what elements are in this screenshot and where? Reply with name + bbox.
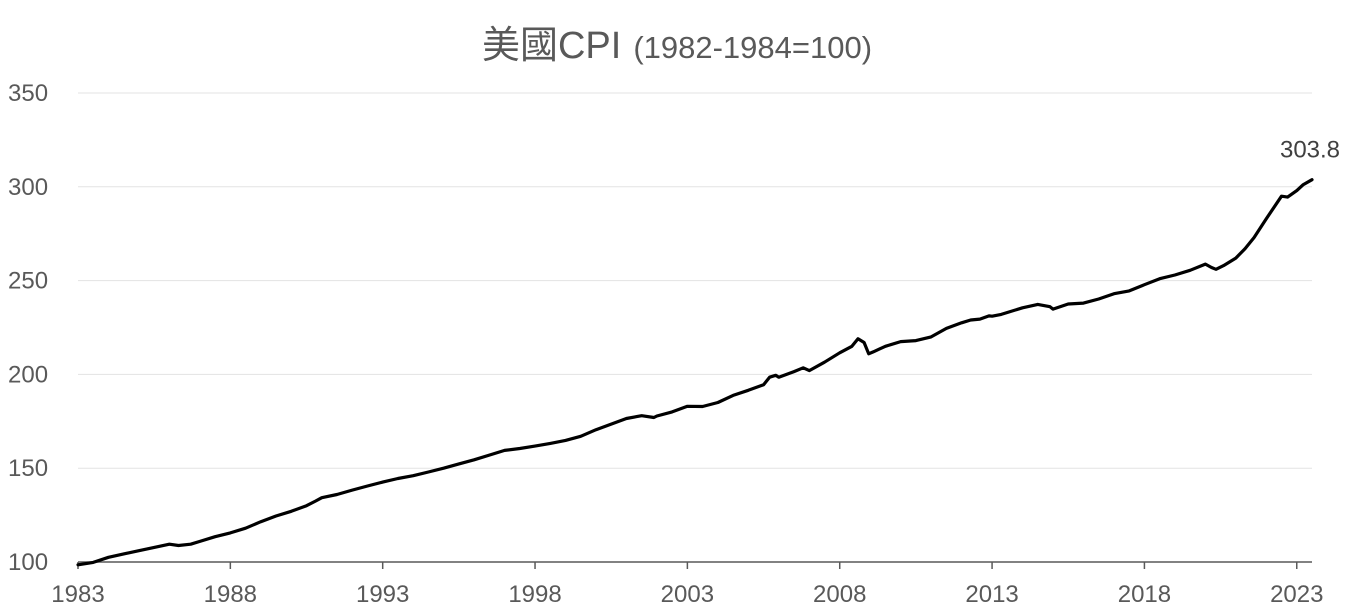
chart-title: 美國CPI (1982-1984=100) <box>482 25 872 67</box>
x-tick-label: 2008 <box>813 581 866 608</box>
x-tick-label: 2003 <box>661 581 714 608</box>
y-axis-ticks: 100 150 200 250 300 350 <box>8 80 48 576</box>
y-tick-label: 300 <box>8 174 48 201</box>
y-tick-label: 200 <box>8 361 48 388</box>
chart-title-subtitle: (1982-1984=100) <box>633 30 872 65</box>
y-tick-label: 350 <box>8 80 48 107</box>
x-tick-label: 1988 <box>204 581 257 608</box>
x-tick-label: 2018 <box>1118 581 1171 608</box>
gridlines <box>78 92 1312 469</box>
cpi-series-line <box>76 178 1314 567</box>
x-tick-label: 1983 <box>51 581 104 608</box>
x-tick-label: 1993 <box>356 581 409 608</box>
y-tick-label: 250 <box>8 268 48 295</box>
end-value-label: 303.8 <box>1280 137 1340 164</box>
x-axis-ticks: 1983 1988 1993 1998 2003 2008 2013 2018 2023 <box>51 562 1323 608</box>
chart-title-main: 美國CPI <box>482 25 621 67</box>
y-tick-label: 150 <box>8 455 48 482</box>
y-tick-label: 100 <box>8 549 48 576</box>
x-tick-label: 2013 <box>965 581 1018 608</box>
x-tick-label: 2023 <box>1270 581 1323 608</box>
x-tick-label: 1998 <box>508 581 561 608</box>
